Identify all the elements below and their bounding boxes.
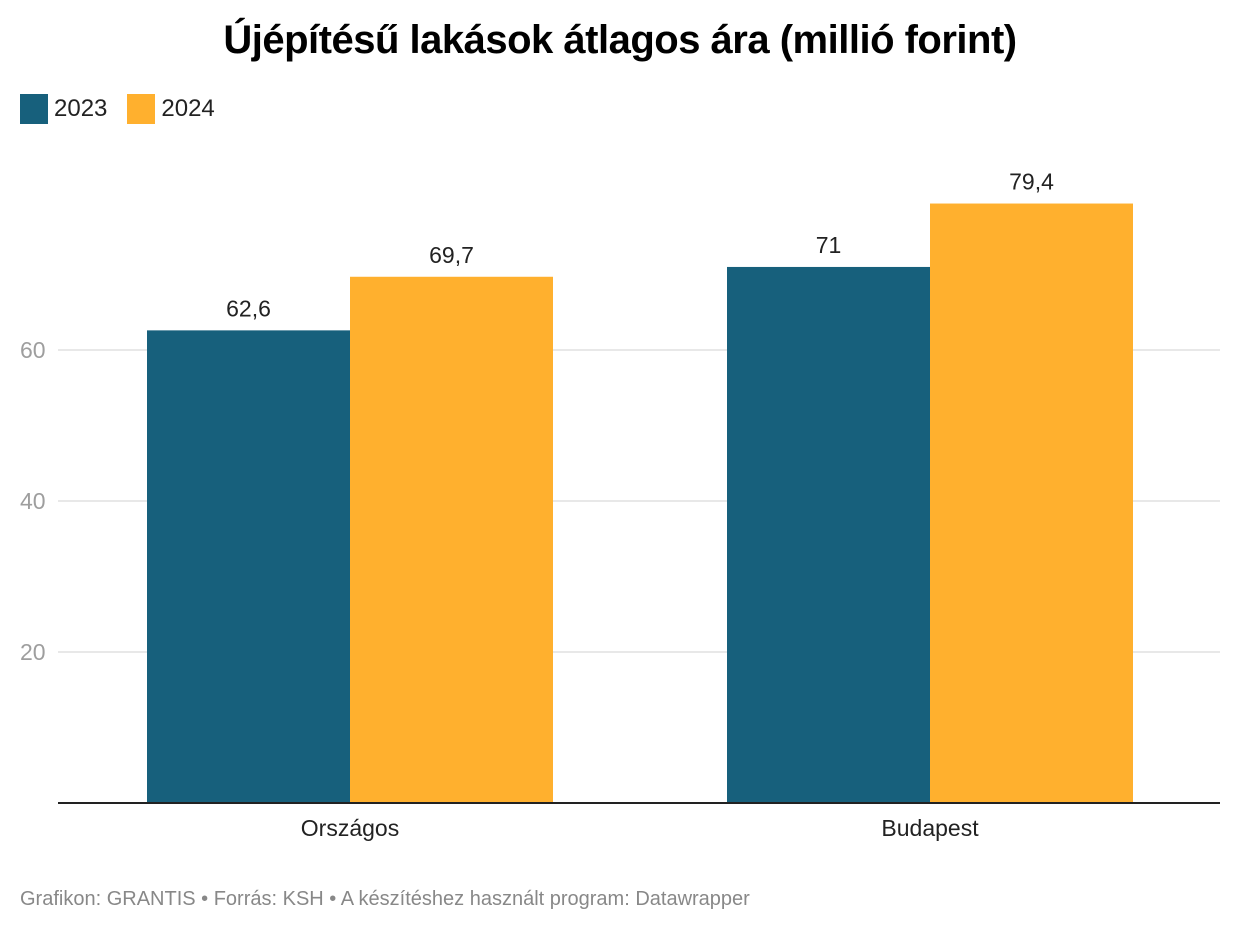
footer-credits: Grafikon: GRANTIS • Forrás: KSH • A kész… [20, 888, 750, 910]
legend-label-2023: 2023 [54, 95, 108, 122]
data-label-budapest-2023: 71 [816, 232, 842, 258]
bar-budapest-2023 [727, 266, 930, 803]
chart-title: Újépítésű lakások átlagos ára (millió fo… [223, 18, 1017, 62]
y-tick-label-20: 20 [20, 639, 46, 665]
y-tick-label-60: 60 [20, 337, 46, 363]
legend-swatch-2023 [20, 94, 48, 124]
legend-item-2024: 2024 [127, 94, 215, 124]
bar-országos-2023 [147, 330, 350, 803]
legend-swatch-2024 [127, 94, 156, 124]
x-tick-label-országos: Országos [301, 815, 399, 841]
y-tick-label-40: 40 [20, 488, 46, 514]
x-tick-label-budapest: Budapest [881, 815, 979, 841]
legend-item-2023: 2023 [20, 94, 107, 124]
bar-chart: 20 40 60 62,6 69,7 Országos 71 79,4 Budapest [20, 169, 1220, 841]
data-label-budapest-2024: 79,4 [1009, 169, 1054, 195]
legend: 2023 2024 [20, 94, 235, 124]
legend-label-2024: 2024 [161, 95, 215, 122]
data-label-országos-2024: 69,7 [429, 242, 474, 268]
bar-országos-2024 [350, 276, 553, 803]
bar-budapest-2024 [930, 203, 1133, 803]
data-label-országos-2023: 62,6 [226, 295, 271, 321]
